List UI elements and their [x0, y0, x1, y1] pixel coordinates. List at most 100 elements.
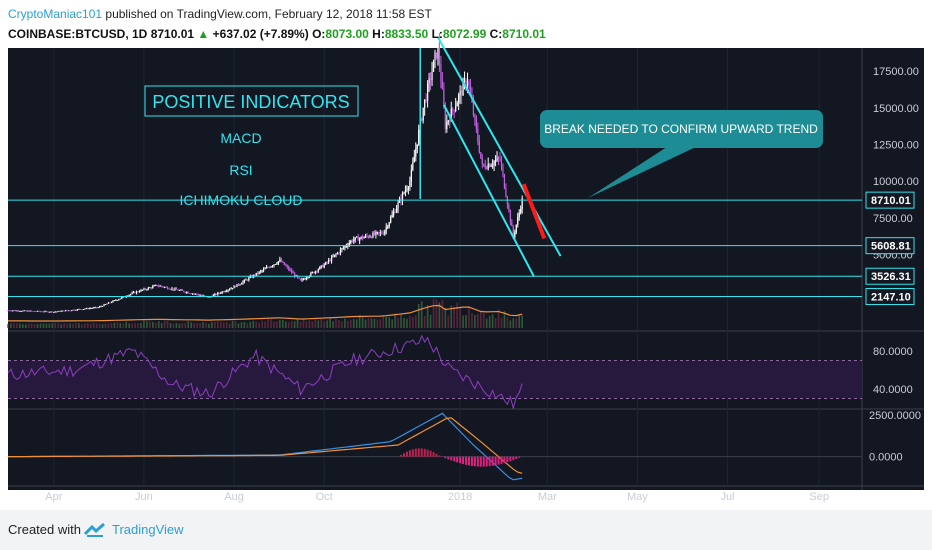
macd-histogram-bar — [432, 452, 435, 457]
volume-bar — [491, 314, 494, 328]
candle-body — [280, 259, 282, 262]
candle-body — [409, 181, 411, 188]
volume-bar — [376, 319, 379, 328]
volume-bar — [154, 322, 157, 328]
candle-body — [434, 52, 436, 61]
candle-body — [469, 85, 472, 95]
volume-bar — [261, 320, 263, 328]
candle-body — [36, 310, 39, 312]
candle-body — [503, 174, 506, 189]
callout-text: BREAK NEEDED TO CONFIRM UPWARD TREND — [544, 122, 818, 136]
candle-body — [237, 284, 240, 285]
volume-bar — [364, 319, 367, 328]
candle-body — [497, 157, 500, 159]
candle-body — [465, 80, 467, 86]
candle-body — [13, 310, 15, 312]
macd-histogram-bar — [491, 456, 494, 466]
volume-bar — [190, 322, 193, 328]
candle-body — [332, 256, 334, 258]
candle-body — [364, 235, 367, 238]
candle-body — [189, 293, 191, 295]
candle-body — [130, 294, 132, 295]
candle-body — [390, 217, 392, 223]
candle-body — [110, 302, 113, 304]
candle-body — [47, 311, 49, 313]
macd-histogram-bar — [405, 451, 408, 457]
volume-bar — [338, 320, 340, 328]
volume-bar — [264, 321, 266, 328]
volume-bar — [101, 324, 104, 328]
candle-body — [199, 295, 201, 297]
volume-bar — [10, 323, 12, 328]
volume-bar — [299, 321, 302, 328]
volume-bar — [441, 299, 444, 328]
volume-bar — [317, 320, 320, 328]
macd-histogram-bar — [462, 456, 465, 465]
candle-body — [413, 156, 415, 163]
candle-body — [415, 148, 417, 157]
macd-histogram-bar — [417, 448, 420, 457]
candle-body — [330, 256, 333, 261]
macd-tick-label: 0.0000 — [869, 452, 903, 464]
candle-body — [150, 287, 152, 289]
volume-bar — [358, 315, 361, 328]
volume-bar — [293, 321, 296, 328]
volume-bar — [237, 323, 240, 328]
candle-body — [242, 281, 244, 284]
author-link[interactable]: CryptoManiac101 — [8, 7, 103, 21]
volume-bar — [240, 322, 243, 328]
candle-body — [88, 308, 90, 310]
candle-body — [214, 293, 216, 296]
volume-bar — [332, 321, 334, 328]
volume-bar — [485, 318, 488, 328]
candle-body — [165, 286, 167, 288]
candle-body — [19, 311, 21, 312]
price-tick-label: 10000.00 — [873, 176, 919, 188]
candle-body — [254, 275, 256, 276]
candle-body — [66, 310, 68, 312]
tradingview-logo-icon[interactable] — [83, 522, 107, 538]
candle-body — [384, 230, 386, 235]
volume-bar — [107, 323, 110, 328]
volume-bar — [78, 323, 80, 328]
candle-body — [416, 144, 418, 149]
level-label: 2147.10 — [871, 291, 911, 303]
candle-body — [107, 302, 110, 304]
rsi-pane — [7, 334, 862, 409]
high-value: 8833.50 — [384, 27, 429, 41]
candle-body — [104, 304, 107, 305]
price-tick-label: 15000.00 — [873, 103, 919, 115]
high-label: H: — [372, 27, 385, 41]
candle-body — [97, 307, 99, 309]
volume-bar — [382, 315, 385, 328]
candle-body — [512, 226, 514, 238]
candle-body — [348, 242, 350, 246]
volume-bar — [394, 313, 396, 328]
volume-bar — [420, 301, 423, 328]
candle-body — [425, 99, 427, 101]
volume-bar — [193, 322, 195, 328]
candle-body — [184, 291, 186, 293]
candle-body — [178, 290, 180, 292]
candle-body — [350, 240, 352, 243]
candle-body — [440, 63, 442, 81]
time-tick-label: 2018 — [448, 491, 472, 503]
volume-bar — [305, 321, 308, 328]
candle-body — [486, 167, 488, 169]
candle-body — [263, 269, 265, 271]
candle-body — [264, 268, 266, 270]
macd-histogram-bar — [494, 456, 497, 466]
candle-body — [279, 259, 281, 262]
volume-bar — [414, 315, 417, 328]
volume-bar — [134, 323, 136, 328]
volume-bar — [477, 313, 479, 328]
candle-body — [208, 296, 210, 298]
positive-indicators-title: POSITIVE INDICATORS — [152, 92, 349, 112]
candle-body — [459, 90, 461, 96]
candle-body — [406, 189, 408, 191]
channel-upper-line — [437, 36, 562, 257]
macd-histogram-bar — [473, 456, 476, 467]
volume-bar — [279, 319, 281, 328]
tradingview-link[interactable]: TradingView — [112, 522, 184, 537]
volume-bar — [429, 314, 432, 328]
